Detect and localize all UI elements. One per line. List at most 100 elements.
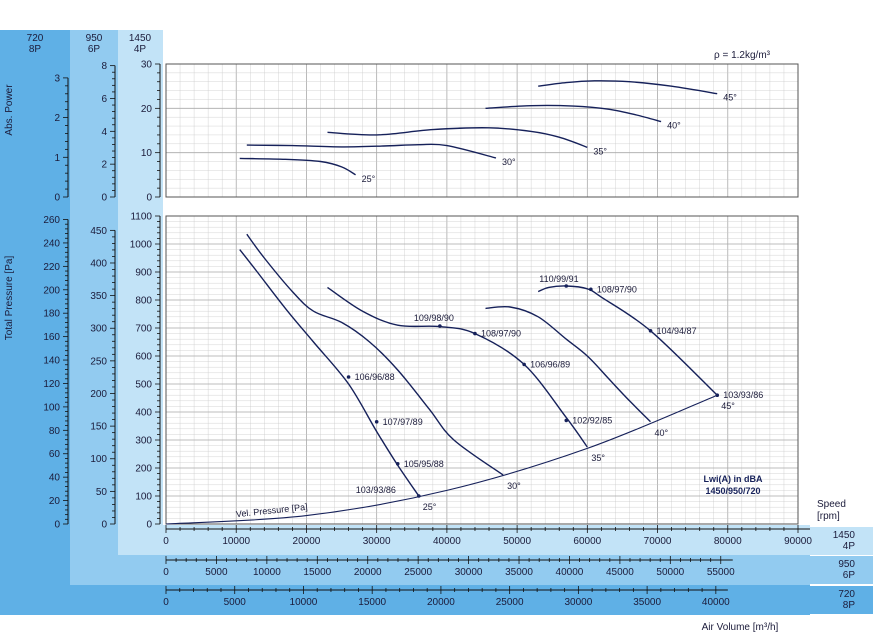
power-axis-720-tick-label: 2 — [54, 113, 60, 124]
x-axis-tick-label: 10000 — [222, 536, 250, 547]
pressure-axis-1450-tick-label: 200 — [135, 464, 152, 475]
pressure-axis-720-tick-label: 140 — [43, 356, 60, 367]
power-curve-40deg — [485, 104, 662, 123]
x-axis-tick-label: 15000 — [303, 567, 331, 578]
pressure-axis-1450-tick-label: 1100 — [130, 212, 152, 223]
pressure-axis-720-tick-label: 120 — [43, 379, 60, 390]
lwi-note: Lwi(A) in dBA — [704, 474, 763, 484]
pressure-axis-950-tick-label: 50 — [96, 487, 108, 498]
pressure-axis-title: Total Pressure [Pa] — [4, 256, 15, 341]
operating-point-marker — [715, 393, 720, 398]
band-720-vertical — [0, 30, 70, 615]
x-scale-rpm-label: 1450 — [833, 530, 856, 541]
operating-point-marker — [564, 418, 569, 423]
x-scale-poles-label: 6P — [843, 570, 856, 581]
x-axis-tick-label: 5000 — [224, 597, 247, 608]
plot-frame — [165, 215, 799, 525]
pressure-axis-1450-tick-label: 0 — [146, 520, 152, 531]
operating-point-marker — [522, 362, 526, 367]
x-axis-tick-label: 0 — [163, 597, 169, 608]
x-axis-tick-label: 20000 — [293, 536, 321, 547]
x-scale-poles-label: 8P — [843, 600, 856, 611]
pressure-axis-720-tick-label: 60 — [49, 449, 61, 460]
speed-unit-label: [rpm] — [817, 511, 840, 522]
x-axis-tick-label: 25000 — [404, 567, 432, 578]
operating-point-marker — [473, 331, 477, 336]
power-axis-1450-tick-label: 10 — [141, 148, 153, 159]
operating-point-marker — [564, 284, 569, 288]
speed-header-poles: 8P — [29, 44, 42, 55]
operating-point-marker — [438, 324, 442, 328]
operating-point-marker — [589, 287, 593, 292]
speed-header-poles: 6P — [88, 44, 101, 55]
x-scale-rpm-label: 950 — [838, 559, 855, 570]
pressure-panel: 25°30°35°40°45°Vel. Pressure [Pa]106/96/… — [165, 215, 799, 525]
speed-label: Speed — [817, 499, 846, 510]
pressure-axis-720-tick-label: 40 — [49, 473, 61, 484]
pressure-axis-950-tick-label: 0 — [101, 520, 107, 531]
pressure-axis-720-tick-label: 20 — [49, 496, 61, 507]
x-axis-tick-label: 35000 — [633, 597, 661, 608]
speed-header-rpm: 720 — [27, 33, 44, 44]
x-axis-tick-label: 10000 — [290, 597, 318, 608]
power-curve-label: 25° — [362, 174, 376, 184]
pressure-curve-label: 45° — [721, 401, 735, 411]
x-axis-tick-label: 15000 — [358, 597, 386, 608]
pressure-curve-label: 25° — [423, 502, 437, 512]
operating-point-marker — [374, 420, 379, 424]
sound-level-label: 106/96/89 — [530, 359, 570, 369]
power-curve-label: 35° — [593, 146, 607, 156]
pressure-axis-1450-tick-label: 500 — [135, 380, 152, 391]
x-axis-tick-label: 10000 — [253, 567, 281, 578]
sound-level-label: 105/95/88 — [404, 459, 444, 469]
power-axis-720-tick-label: 0 — [54, 193, 60, 204]
x-axis-tick-label: 5000 — [205, 567, 228, 578]
speed-block-950 — [810, 556, 873, 584]
x-axis-tick-label: 40000 — [433, 536, 461, 547]
pressure-axis-950-tick-label: 200 — [90, 389, 107, 400]
power-curve-35deg — [327, 127, 588, 148]
pressure-axis-1450-tick-label: 800 — [135, 296, 152, 307]
power-curve-45deg — [538, 80, 718, 95]
x-scale-rpm-label: 720 — [838, 589, 855, 600]
power-axis-950-tick-label: 0 — [101, 193, 107, 204]
pressure-axis-720-tick-label: 100 — [43, 402, 60, 413]
pressure-curve-label: 30° — [507, 481, 521, 491]
pressure-axis-720-tick-label: 160 — [43, 332, 60, 343]
pressure-axis-720-tick-label: 220 — [43, 262, 60, 273]
pressure-axis-950-tick-label: 150 — [90, 422, 107, 433]
chart-notes: ρ = 1.2kg/m³ Abs. Power Total Pressure [… — [4, 50, 846, 633]
pressure-axis-1450-tick-label: 600 — [135, 352, 152, 363]
speed-header-rpm: 950 — [86, 33, 103, 44]
pressure-axis-950-tick-label: 250 — [90, 356, 107, 367]
density-note: ρ = 1.2kg/m³ — [714, 50, 771, 61]
band-1450-horizontal — [118, 525, 810, 555]
sound-level-label: 104/94/87 — [657, 326, 697, 336]
pressure-axis-1450-tick-label: 900 — [135, 268, 152, 279]
x-axis-tick-label: 50000 — [503, 536, 531, 547]
sound-level-label: 106/96/88 — [355, 372, 395, 382]
velocity-pressure-curve — [165, 394, 718, 525]
x-axis-tick-label: 35000 — [505, 567, 533, 578]
power-curve-label: 40° — [667, 121, 681, 131]
sound-level-label: 103/93/86 — [723, 390, 763, 400]
plot-area — [166, 64, 798, 197]
x-axis-tick-label: 40000 — [702, 597, 730, 608]
speed-block-1450 — [810, 527, 873, 555]
speed-block-720 — [810, 586, 873, 614]
sound-level-label: 110/99/91 — [539, 274, 578, 284]
speed-header-poles: 4P — [134, 44, 147, 55]
pressure-curve-label: 35° — [591, 453, 605, 463]
pressure-curve-45deg — [537, 285, 718, 396]
pressure-axis-950-tick-label: 350 — [90, 291, 107, 302]
pressure-axis-950-tick-label: 450 — [90, 226, 107, 237]
pressure-axis-1450-tick-label: 300 — [135, 436, 152, 447]
pressure-curve-25deg — [239, 249, 420, 497]
power-panel: 25° 30° 35° 40° 45° — [165, 63, 799, 198]
sound-level-label: 108/97/90 — [597, 284, 637, 294]
lwi-speeds-note: 1450/950/720 — [705, 486, 760, 496]
pressure-curve-30deg — [246, 233, 504, 476]
x-axis-tick-label: 30000 — [455, 567, 483, 578]
power-curve-label: 30° — [502, 157, 516, 167]
